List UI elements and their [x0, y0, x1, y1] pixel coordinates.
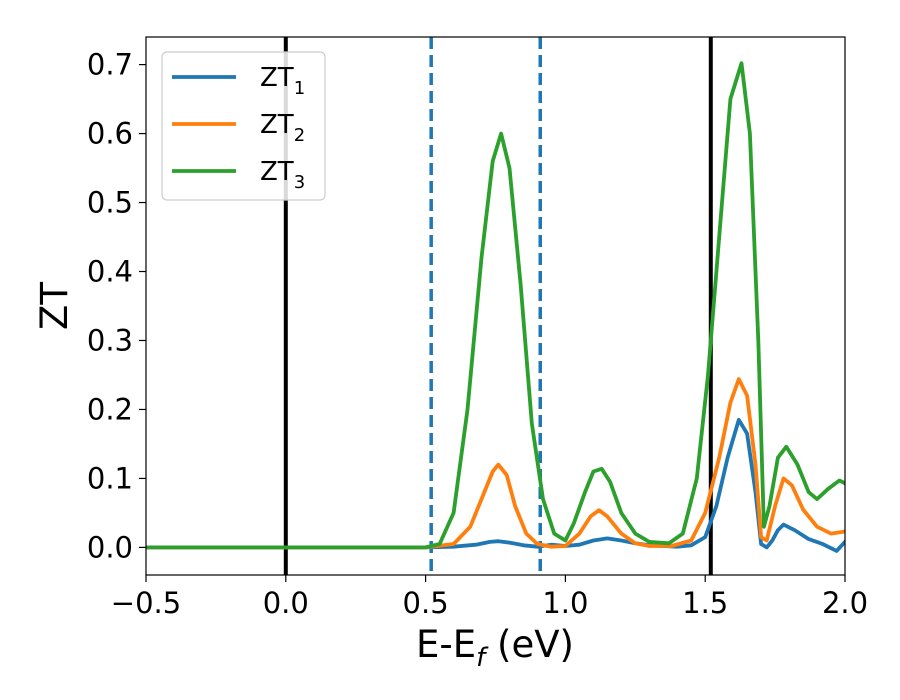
legend-label-zt2: ZT2: [260, 110, 305, 146]
y-tick-label: 0.7: [87, 48, 133, 82]
y-tick-label: 0.3: [87, 323, 133, 357]
legend: ZT1 ZT2 ZT3: [161, 51, 326, 201]
x-axis: −0.5 0.0 0.5 1.0 1.5 2.0: [111, 575, 868, 620]
y-tick-label: 0.2: [87, 392, 133, 426]
legend-label-zt1: ZT1: [260, 63, 305, 99]
x-tick-label: 1.5: [682, 586, 728, 620]
x-axis-label: E-Ef (eV): [416, 623, 574, 673]
series-line-zt2: [146, 377, 845, 550]
legend-box: [161, 51, 326, 201]
x-tick-label: 0.0: [263, 586, 309, 620]
legend-label-zt3: ZT3: [260, 157, 305, 193]
y-tick-label: 0.5: [87, 186, 133, 220]
x-tick-label: −0.5: [111, 586, 181, 620]
series-lines: [146, 61, 845, 553]
y-tick-label: 0.6: [87, 117, 133, 151]
y-tick-label: 0.1: [87, 461, 133, 495]
y-axis: 0.0 0.1 0.2 0.3 0.4 0.5 0.6 0.7: [87, 48, 146, 564]
x-tick-label: 2.0: [822, 586, 868, 620]
series-line-zt1: [146, 417, 845, 553]
y-axis-label: ZT: [33, 282, 76, 330]
x-tick-label: 0.5: [403, 586, 449, 620]
series-line-zt3: [146, 61, 845, 550]
plot-frame: [145, 36, 846, 576]
y-tick-label: 0.4: [87, 255, 133, 289]
y-tick-label: 0.0: [87, 530, 133, 564]
vertical-reference-lines: [283, 37, 713, 575]
x-tick-label: 1.0: [542, 586, 588, 620]
